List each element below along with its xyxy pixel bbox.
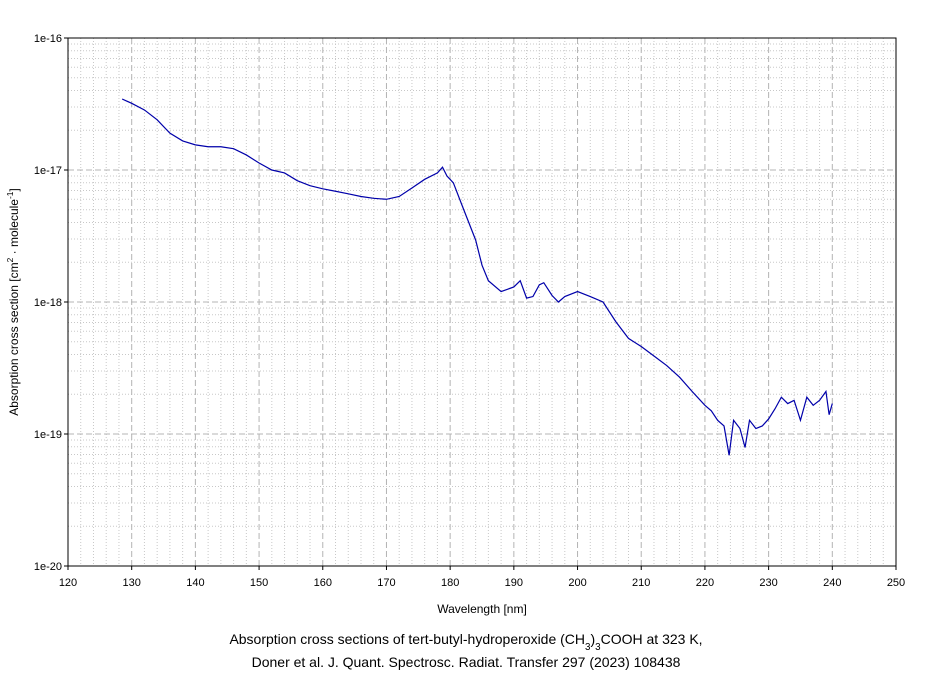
x-tick-label: 120 <box>59 577 77 589</box>
data-line <box>121 98 833 456</box>
x-tick-label: 200 <box>568 577 586 589</box>
y-tick-label: 1e-20 <box>34 561 62 573</box>
text-part: Doner et al. J. Quant. Spectrosc. Radiat… <box>252 654 681 670</box>
x-tick-label: 220 <box>696 577 714 589</box>
x-tick-label: 180 <box>441 577 459 589</box>
x-axis-label: Wavelength [nm] <box>437 602 527 616</box>
plot-frame <box>67 37 897 567</box>
caption-line: Absorption cross sections of tert-butyl-… <box>229 631 702 653</box>
y-axis-label: Absorption cross section [cm2 · molecule… <box>5 188 21 416</box>
x-tick-label: 240 <box>823 577 841 589</box>
x-tick-label: 250 <box>887 577 905 589</box>
x-tick-label: 190 <box>505 577 523 589</box>
text-part: 2 <box>5 257 15 262</box>
text-part: ] <box>7 188 21 191</box>
x-tick-label: 170 <box>377 577 395 589</box>
x-tick-label: 130 <box>123 577 141 589</box>
x-tick-label: 140 <box>186 577 204 589</box>
x-tick-label: 210 <box>632 577 650 589</box>
text-part: ) <box>590 631 595 647</box>
y-tick-label: 1e-16 <box>34 33 62 45</box>
x-tick-label: 150 <box>250 577 268 589</box>
y-tick-label: 1e-17 <box>34 165 62 177</box>
text-part: Absorption cross sections of tert-butyl-… <box>229 631 585 647</box>
text-part: -1 <box>5 191 15 199</box>
text-part: · molecule <box>7 199 21 258</box>
y-tick-label: 1e-19 <box>34 429 62 441</box>
x-tick-label: 230 <box>759 577 777 589</box>
text-part: Absorption cross section [cm <box>7 262 21 415</box>
text-part: COOH at 323 K, <box>601 631 703 647</box>
x-tick-label: 160 <box>314 577 332 589</box>
caption-line: Doner et al. J. Quant. Spectrosc. Radiat… <box>252 654 681 670</box>
y-tick-label: 1e-18 <box>34 297 62 309</box>
text-part: 3 <box>595 642 601 653</box>
text-part: 3 <box>585 642 591 653</box>
